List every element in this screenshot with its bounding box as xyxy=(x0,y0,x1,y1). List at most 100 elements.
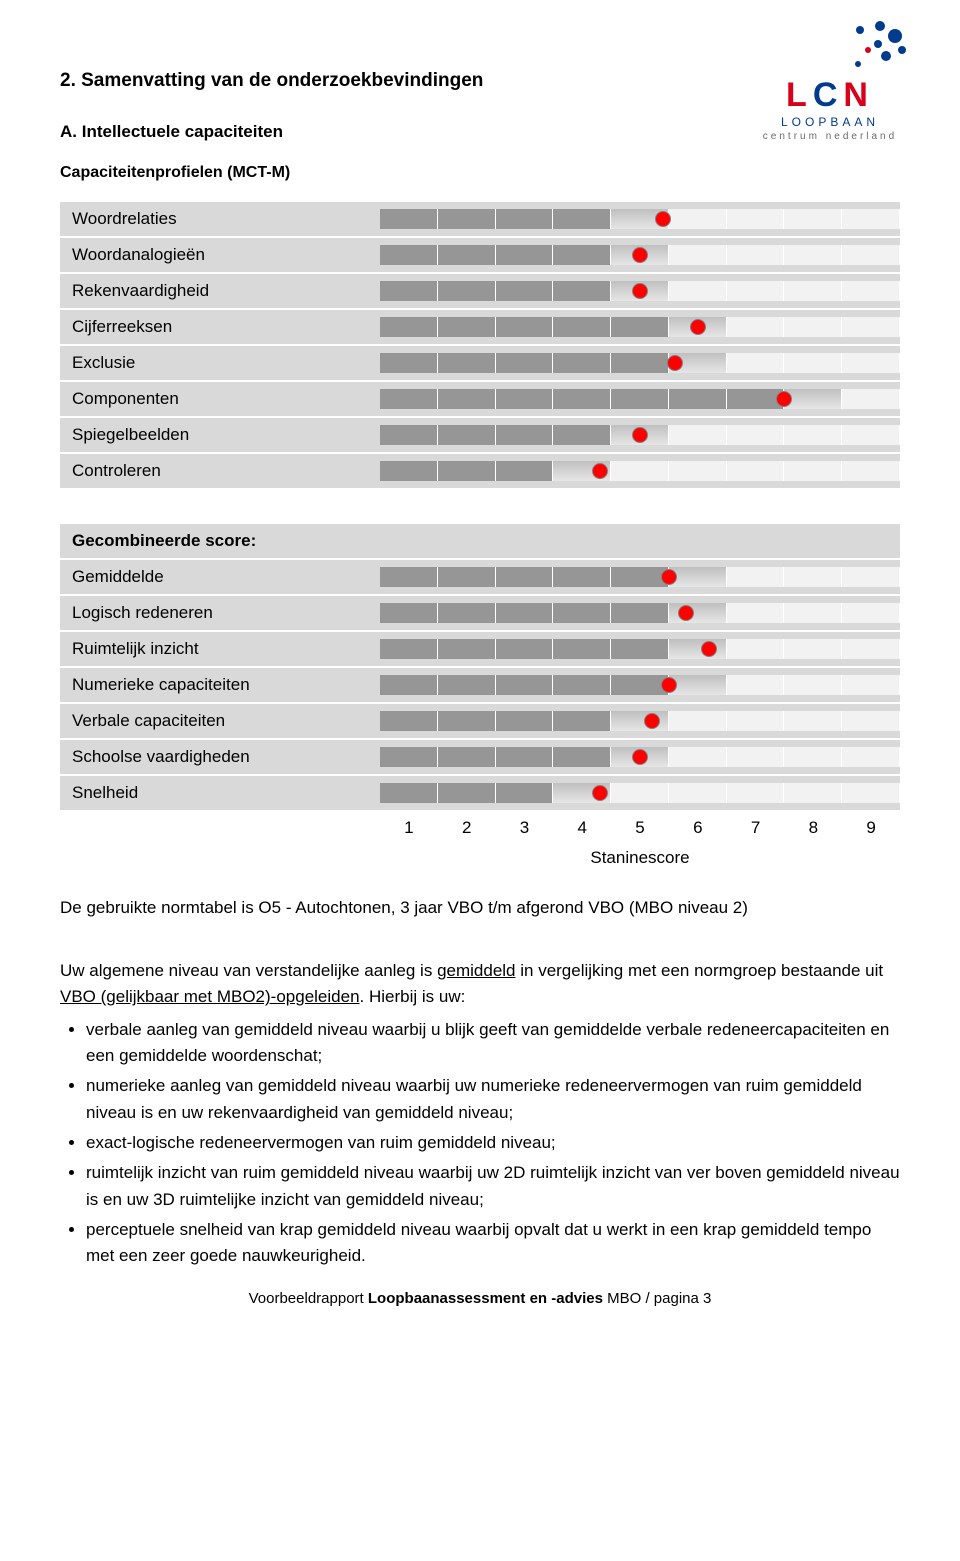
bar-cell xyxy=(380,567,438,587)
intro-post: . Hierbij is uw: xyxy=(360,987,466,1006)
bar-area xyxy=(380,567,900,587)
bar-area xyxy=(380,639,900,659)
bar-cell xyxy=(611,461,669,481)
score-marker xyxy=(644,713,660,729)
chart-row-label: Woordrelaties xyxy=(60,209,380,229)
bar-cell xyxy=(438,317,496,337)
bar-cell xyxy=(553,209,611,229)
bar-cell xyxy=(380,281,438,301)
bar-area xyxy=(380,281,900,301)
score-marker xyxy=(592,463,608,479)
score-marker xyxy=(661,677,677,693)
chart-row-label: Woordanalogieën xyxy=(60,245,380,265)
chart-section-header: Gecombineerde score: xyxy=(60,524,900,560)
bar-cell xyxy=(784,425,842,445)
bar-cell xyxy=(727,245,785,265)
axis-tick: 4 xyxy=(553,818,611,838)
bar-cell xyxy=(438,675,496,695)
intro-mid: in vergelijking met een normgroep bestaa… xyxy=(516,961,884,980)
bar-cell xyxy=(727,675,785,695)
bar-cell xyxy=(553,603,611,623)
bar-cell xyxy=(438,461,496,481)
bullet-item: perceptuele snelheid van krap gemiddeld … xyxy=(86,1217,900,1270)
bar-cell xyxy=(842,389,900,409)
bar-cell xyxy=(842,567,900,587)
chart-row: Logisch redeneren xyxy=(60,596,900,632)
chart-row: Woordrelaties xyxy=(60,202,900,238)
bar-cell xyxy=(784,353,842,373)
bar-cell xyxy=(611,389,669,409)
bar-cell xyxy=(784,639,842,659)
chart-row-label: Logisch redeneren xyxy=(60,603,380,623)
bar-cell xyxy=(669,281,727,301)
chart-row: Rekenvaardigheid xyxy=(60,274,900,310)
axis: 123456789 xyxy=(60,818,900,838)
bar-cell xyxy=(438,353,496,373)
bar-cell xyxy=(727,461,785,481)
bar-cell xyxy=(438,639,496,659)
chart-row-label: Snelheid xyxy=(60,783,380,803)
bar-cell xyxy=(727,711,785,731)
bar-cell xyxy=(553,317,611,337)
bar-area xyxy=(380,747,900,767)
bar-cell xyxy=(496,461,554,481)
chart-row: Numerieke capaciteiten xyxy=(60,668,900,704)
axis-tick: 3 xyxy=(496,818,554,838)
bar-cell xyxy=(842,603,900,623)
bar-cell xyxy=(553,711,611,731)
chart-row-label: Spiegelbeelden xyxy=(60,425,380,445)
bar-cell xyxy=(438,711,496,731)
bar-cell xyxy=(380,603,438,623)
bar-cell xyxy=(842,783,900,803)
bar-cell xyxy=(727,317,785,337)
bar-cell xyxy=(611,783,669,803)
chart-row: Cijferreeksen xyxy=(60,310,900,346)
axis-ticks: 123456789 xyxy=(380,818,900,838)
bar-cell xyxy=(784,675,842,695)
bar-cell xyxy=(496,245,554,265)
bar-cell xyxy=(842,675,900,695)
bar-cell xyxy=(669,711,727,731)
bar-cell xyxy=(727,567,785,587)
logo-dots xyxy=(740,20,920,74)
bar-cell xyxy=(784,461,842,481)
intro-u1: gemiddeld xyxy=(437,961,515,980)
bar-cell xyxy=(380,747,438,767)
profiel-heading: Capaciteitenprofielen (MCT-M) xyxy=(60,164,900,182)
bar-cell xyxy=(553,747,611,767)
bar-cell xyxy=(438,281,496,301)
bar-cell xyxy=(842,353,900,373)
bar-cell xyxy=(842,711,900,731)
bar-cell xyxy=(669,389,727,409)
bar-cell xyxy=(611,639,669,659)
bullet-list: verbale aanleg van gemiddeld niveau waar… xyxy=(60,1017,900,1270)
bar-cell xyxy=(669,675,727,695)
bar-area xyxy=(380,425,900,445)
bar-cell xyxy=(611,353,669,373)
bar-cell xyxy=(496,317,554,337)
bar-cell xyxy=(496,353,554,373)
bar-cell xyxy=(669,567,727,587)
bar-area xyxy=(380,675,900,695)
score-marker xyxy=(661,569,677,585)
bar-cell xyxy=(553,245,611,265)
score-marker xyxy=(632,749,648,765)
bar-cell xyxy=(611,711,669,731)
chart-row: Verbale capaciteiten xyxy=(60,704,900,740)
bar-cell xyxy=(380,711,438,731)
bar-cell xyxy=(784,245,842,265)
bar-area xyxy=(380,245,900,265)
bar-cell xyxy=(669,783,727,803)
axis-tick: 1 xyxy=(380,818,438,838)
bar-cell xyxy=(669,747,727,767)
bar-cell xyxy=(727,281,785,301)
norm-note: De gebruikte normtabel is O5 - Autochton… xyxy=(60,898,900,918)
bar-area xyxy=(380,353,900,373)
bar-cell xyxy=(842,639,900,659)
bar-cell xyxy=(553,567,611,587)
bar-cell xyxy=(438,425,496,445)
score-marker xyxy=(667,355,683,371)
bar-cell xyxy=(727,603,785,623)
footer-pre: Voorbeeldrapport xyxy=(249,1290,368,1307)
axis-label: Staninescore xyxy=(380,848,900,868)
